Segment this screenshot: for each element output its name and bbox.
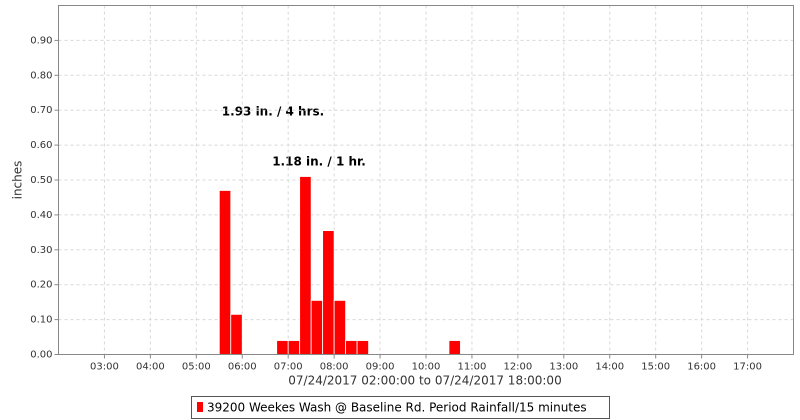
x-tick-label: 11:00 [458, 362, 487, 373]
x-tick-label: 03:00 [90, 362, 119, 373]
y-tick-label: 0.10 [30, 315, 52, 326]
x-tick-label: 12:00 [503, 362, 532, 373]
legend-label: 39200 Weekes Wash @ Baseline Rd. Period … [207, 401, 587, 415]
y-tick-label: 0.90 [30, 35, 52, 46]
bar [333, 300, 347, 355]
y-tick-label: 0.60 [30, 140, 52, 151]
x-axis-label: 07/24/2017 02:00:00 to 07/24/2017 18:00:… [288, 374, 561, 388]
bar [322, 230, 335, 355]
bar [448, 340, 461, 355]
x-tick-label: 09:00 [366, 362, 395, 373]
bar [356, 340, 369, 355]
x-tick-label: 17:00 [733, 362, 762, 373]
y-tick-label: 0.20 [30, 280, 52, 291]
x-tick-label: 05:00 [182, 362, 211, 373]
bar [287, 340, 301, 355]
y-axis-label: inches [11, 161, 25, 200]
y-tick-label: 0.50 [30, 175, 52, 186]
x-tick-label: 07:00 [274, 362, 303, 373]
y-tick-label: 0.70 [30, 105, 52, 116]
y-tick-label: 0.30 [30, 245, 52, 256]
x-tick-label: 14:00 [595, 362, 624, 373]
bar [310, 300, 324, 355]
x-tick-label: 06:00 [228, 362, 257, 373]
x-tick-label: 13:00 [549, 362, 578, 373]
bar [230, 313, 243, 355]
y-tick-label: 0.80 [30, 70, 52, 81]
bar [276, 340, 289, 355]
plot-border [58, 5, 794, 355]
x-tick-label: 15:00 [641, 362, 670, 373]
legend [191, 396, 610, 419]
x-tick-label: 16:00 [687, 362, 716, 373]
legend-swatch [197, 402, 203, 412]
x-tick-label: 04:00 [136, 362, 165, 373]
bar [345, 340, 358, 355]
y-tick-label: 0.40 [30, 210, 52, 221]
bar [218, 190, 232, 355]
y-tick-label: 0.00 [30, 350, 52, 361]
bar [299, 176, 312, 355]
annotation: 1.93 in. / 4 hrs. [222, 105, 324, 119]
x-tick-label: 08:00 [320, 362, 349, 373]
x-tick-label: 10:00 [412, 362, 441, 373]
annotation: 1.18 in. / 1 hr. [272, 155, 366, 169]
